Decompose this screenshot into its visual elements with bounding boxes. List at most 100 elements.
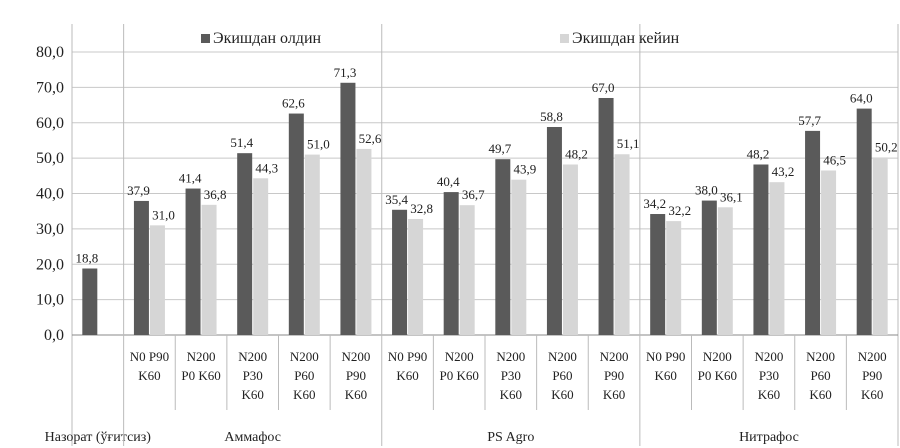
data-label: 38,0 xyxy=(695,183,718,198)
x-tick-label: K60 xyxy=(500,387,522,402)
bar-before xyxy=(856,108,872,335)
y-tick-label: 20,0 xyxy=(36,256,64,273)
bar-after xyxy=(769,182,785,335)
y-tick-label: 80,0 xyxy=(36,44,64,61)
x-tick-label: P60 xyxy=(294,368,314,383)
x-tick-label: N200 xyxy=(806,349,835,364)
bar-before xyxy=(392,209,408,335)
x-tick-label: K60 xyxy=(758,387,780,402)
bar-before xyxy=(185,188,201,335)
bar-before xyxy=(495,159,511,335)
x-tick-label: N200 xyxy=(703,349,732,364)
data-label: 36,8 xyxy=(204,187,227,202)
data-label: 48,2 xyxy=(565,146,588,161)
y-tick-label: 60,0 xyxy=(36,115,64,132)
bar-before xyxy=(237,153,253,335)
bar-after xyxy=(511,179,527,335)
data-label: 43,2 xyxy=(772,164,795,179)
data-label: 51,1 xyxy=(617,136,640,151)
y-tick-label: 10,0 xyxy=(36,292,64,309)
data-label: 46,5 xyxy=(823,153,846,168)
x-tick-label: K60 xyxy=(654,368,676,383)
legend-swatch xyxy=(560,34,569,43)
legend-swatch xyxy=(201,34,210,43)
legend-label: Экишдан кейин xyxy=(572,30,680,47)
group-label: Назорат (ўғитсиз) xyxy=(45,430,152,445)
bar-before xyxy=(133,200,149,335)
bar-after xyxy=(872,157,888,335)
x-tick-label: P90 xyxy=(346,368,366,383)
x-tick-label: N200 xyxy=(600,349,629,364)
x-tick-label: P0 K60 xyxy=(698,368,737,383)
bar-after xyxy=(304,154,320,335)
bar-before xyxy=(650,214,666,335)
x-tick-label: N200 xyxy=(496,349,525,364)
x-tick-label: N200 xyxy=(858,349,887,364)
data-label: 58,8 xyxy=(540,109,563,124)
y-tick-label: 40,0 xyxy=(36,186,64,203)
data-label: 64,0 xyxy=(850,91,873,106)
group-label: Нитрафос xyxy=(739,430,799,445)
data-label: 32,8 xyxy=(410,201,433,216)
x-tick-label: N200 xyxy=(341,349,370,364)
bar-before xyxy=(598,97,614,335)
y-tick-label: 0,0 xyxy=(44,327,64,344)
x-tick-label: N200 xyxy=(290,349,319,364)
y-tick-label: 70,0 xyxy=(36,79,64,96)
bar-before xyxy=(546,126,562,336)
x-tick-label: P60 xyxy=(552,368,572,383)
data-label: 51,0 xyxy=(307,137,330,152)
x-tick-label: K60 xyxy=(345,387,367,402)
data-label: 62,6 xyxy=(282,96,305,111)
bar-after xyxy=(666,221,682,335)
data-label: 37,9 xyxy=(127,183,150,198)
x-tick-label: K60 xyxy=(551,387,573,402)
bar-before xyxy=(288,113,304,336)
bar-after xyxy=(253,178,269,335)
group-label: PS Agro xyxy=(487,430,534,445)
x-tick-label: P90 xyxy=(862,368,882,383)
x-tick-label: N0 P90 xyxy=(388,349,427,364)
x-tick-label: P0 K60 xyxy=(181,368,220,383)
y-tick-label: 30,0 xyxy=(36,221,64,238)
x-tick-label: K60 xyxy=(603,387,625,402)
data-label: 67,0 xyxy=(592,80,615,95)
bar-after xyxy=(562,164,578,335)
bar-after xyxy=(821,170,837,335)
data-label: 41,4 xyxy=(179,171,202,186)
data-label: 52,6 xyxy=(359,131,382,146)
data-label: 57,7 xyxy=(798,113,821,128)
data-label: 51,4 xyxy=(230,135,253,150)
bar-after xyxy=(201,204,217,335)
y-tick-label: 50,0 xyxy=(36,150,64,167)
x-tick-label: N200 xyxy=(445,349,474,364)
legend-label: Экишдан олдин xyxy=(213,30,322,47)
x-tick-label: K60 xyxy=(138,368,160,383)
x-tick-label: N200 xyxy=(754,349,783,364)
x-tick-label: P90 xyxy=(604,368,624,383)
x-tick-label: K60 xyxy=(241,387,263,402)
bar-before xyxy=(340,82,356,336)
x-tick-label: N200 xyxy=(187,349,216,364)
data-label: 36,7 xyxy=(462,187,485,202)
bar-before xyxy=(805,130,821,335)
bar-after xyxy=(356,148,372,335)
x-tick-label: P30 xyxy=(759,368,779,383)
data-label: 31,0 xyxy=(152,207,175,222)
x-tick-label: N0 P90 xyxy=(130,349,169,364)
x-tick-label: P0 K60 xyxy=(440,368,479,383)
data-label: 34,2 xyxy=(643,196,666,211)
data-label: 48,2 xyxy=(747,146,770,161)
bar-before xyxy=(82,268,98,335)
group-label: Аммафос xyxy=(224,430,281,445)
data-label: 40,4 xyxy=(437,174,460,189)
x-tick-label: N200 xyxy=(548,349,577,364)
bar-after xyxy=(408,218,424,335)
bar-before xyxy=(701,200,717,335)
x-tick-label: P30 xyxy=(243,368,263,383)
bar-after xyxy=(614,154,630,335)
bar-after xyxy=(459,205,475,335)
bar-before xyxy=(443,192,459,335)
